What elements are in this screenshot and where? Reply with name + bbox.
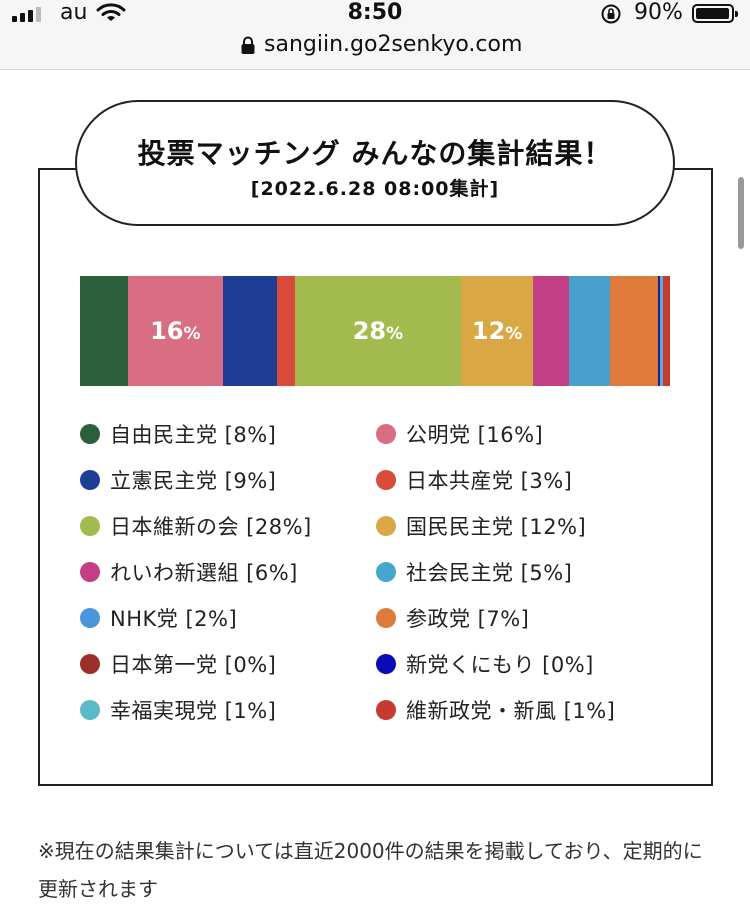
address-bar[interactable]: sangiin.go2senkyo.com (0, 26, 750, 70)
stacked-bar-chart: 16% 28% 12% (80, 276, 670, 386)
footnote: ※現在の結果集計については直近2000件の結果を掲載しており、定期的に更新されま… (38, 839, 703, 901)
legend-dot-icon (80, 516, 100, 536)
legend-item: 立憲民主党 [9%] (80, 466, 376, 494)
legend-label: 公明党 [16%] (406, 423, 544, 447)
legend-label: れいわ新選組 [6%] (110, 561, 298, 585)
legend-item: 幸福実現党 [1%] (80, 696, 376, 724)
legend-item: 新党くにもり [0%] (376, 650, 672, 678)
legend-label: 日本共産党 [3%] (406, 469, 573, 493)
bar-segment: 28% (294, 276, 462, 386)
bar-data-label: 12% (471, 317, 523, 345)
status-bar: au 8:50 90% (0, 0, 750, 26)
rotation-lock-icon (601, 4, 621, 24)
legend-dot-icon (80, 424, 100, 444)
results-header-pill: 投票マッチング みんなの集計結果！ [2022.6.28 08:00集計] (75, 100, 675, 226)
battery-percent: 90% (634, 0, 683, 25)
legend-label: NHK党 [2%] (110, 607, 238, 631)
lock-icon (241, 36, 255, 54)
results-timestamp: [2022.6.28 08:00集計] (250, 178, 500, 200)
bar-segment (80, 276, 128, 386)
cellular-signal-icon (12, 6, 41, 22)
clock-time: 8:50 (347, 0, 403, 25)
bar-segment (660, 276, 663, 386)
carrier-name: au (60, 0, 88, 25)
legend-label: 社会民主党 [5%] (406, 561, 573, 585)
legend-item: 参政党 [7%] (376, 604, 672, 632)
legend-label: 日本維新の会 [28%] (110, 515, 312, 539)
legend-label: 国民民主党 [12%] (406, 515, 587, 539)
bar-segment: 12% (461, 276, 533, 386)
bar-segment (532, 276, 569, 386)
bar-segment (568, 276, 611, 386)
scrollbar[interactable] (738, 177, 744, 249)
legend-dot-icon (376, 562, 396, 582)
bar-segment (223, 276, 277, 386)
legend-item: 自由民主党 [8%] (80, 420, 376, 448)
legend-dot-icon (80, 654, 100, 674)
legend-item: NHK党 [2%] (80, 604, 376, 632)
legend-label: 立憲民主党 [9%] (110, 469, 277, 493)
legend-item: 国民民主党 [12%] (376, 512, 672, 540)
bar-data-label: 16% (150, 317, 201, 345)
legend-item: 維新政党・新風 [1%] (376, 696, 672, 724)
legend-item: 日本維新の会 [28%] (80, 512, 376, 540)
battery-icon (692, 4, 738, 23)
legend-dot-icon (80, 470, 100, 490)
results-card (38, 168, 713, 786)
url-text[interactable]: sangiin.go2senkyo.com (264, 32, 523, 57)
results-title: 投票マッチング みんなの集計結果！ (137, 137, 613, 170)
legend-item: 公明党 [16%] (376, 420, 672, 448)
legend-dot-icon (376, 654, 396, 674)
bar-segment (662, 276, 670, 386)
legend-label: 日本第一党 [0%] (110, 653, 277, 677)
legend-label: 幸福実現党 [1%] (110, 699, 277, 723)
legend-dot-icon (376, 608, 396, 628)
bar-segment (276, 276, 295, 386)
legend-item: れいわ新選組 [6%] (80, 558, 376, 586)
legend-label: 維新政党・新風 [1%] (406, 699, 616, 723)
chart-legend: 自由民主党 [8%] 公明党 [16%] 立憲民主党 [9%] 日本共産党 [3%] 日… (80, 420, 700, 724)
legend-dot-icon (80, 562, 100, 582)
wifi-icon (96, 3, 126, 21)
legend-label: 新党くにもり [0%] (406, 653, 594, 677)
legend-item: 日本第一党 [0%] (80, 650, 376, 678)
legend-item: 日本共産党 [3%] (376, 466, 672, 494)
legend-item: 社会民主党 [5%] (376, 558, 672, 586)
bar-data-label: 28% (352, 317, 404, 345)
legend-dot-icon (376, 700, 396, 720)
legend-label: 自由民主党 [8%] (110, 423, 277, 447)
legend-dot-icon (80, 700, 100, 720)
legend-dot-icon (376, 516, 396, 536)
bar-segment (658, 276, 661, 386)
legend-label: 参政党 [7%] (406, 607, 530, 631)
legend-dot-icon (376, 470, 396, 490)
legend-dot-icon (80, 608, 100, 628)
bar-segment: 16% (127, 276, 224, 386)
legend-dot-icon (376, 424, 396, 444)
bar-segment (610, 276, 658, 386)
